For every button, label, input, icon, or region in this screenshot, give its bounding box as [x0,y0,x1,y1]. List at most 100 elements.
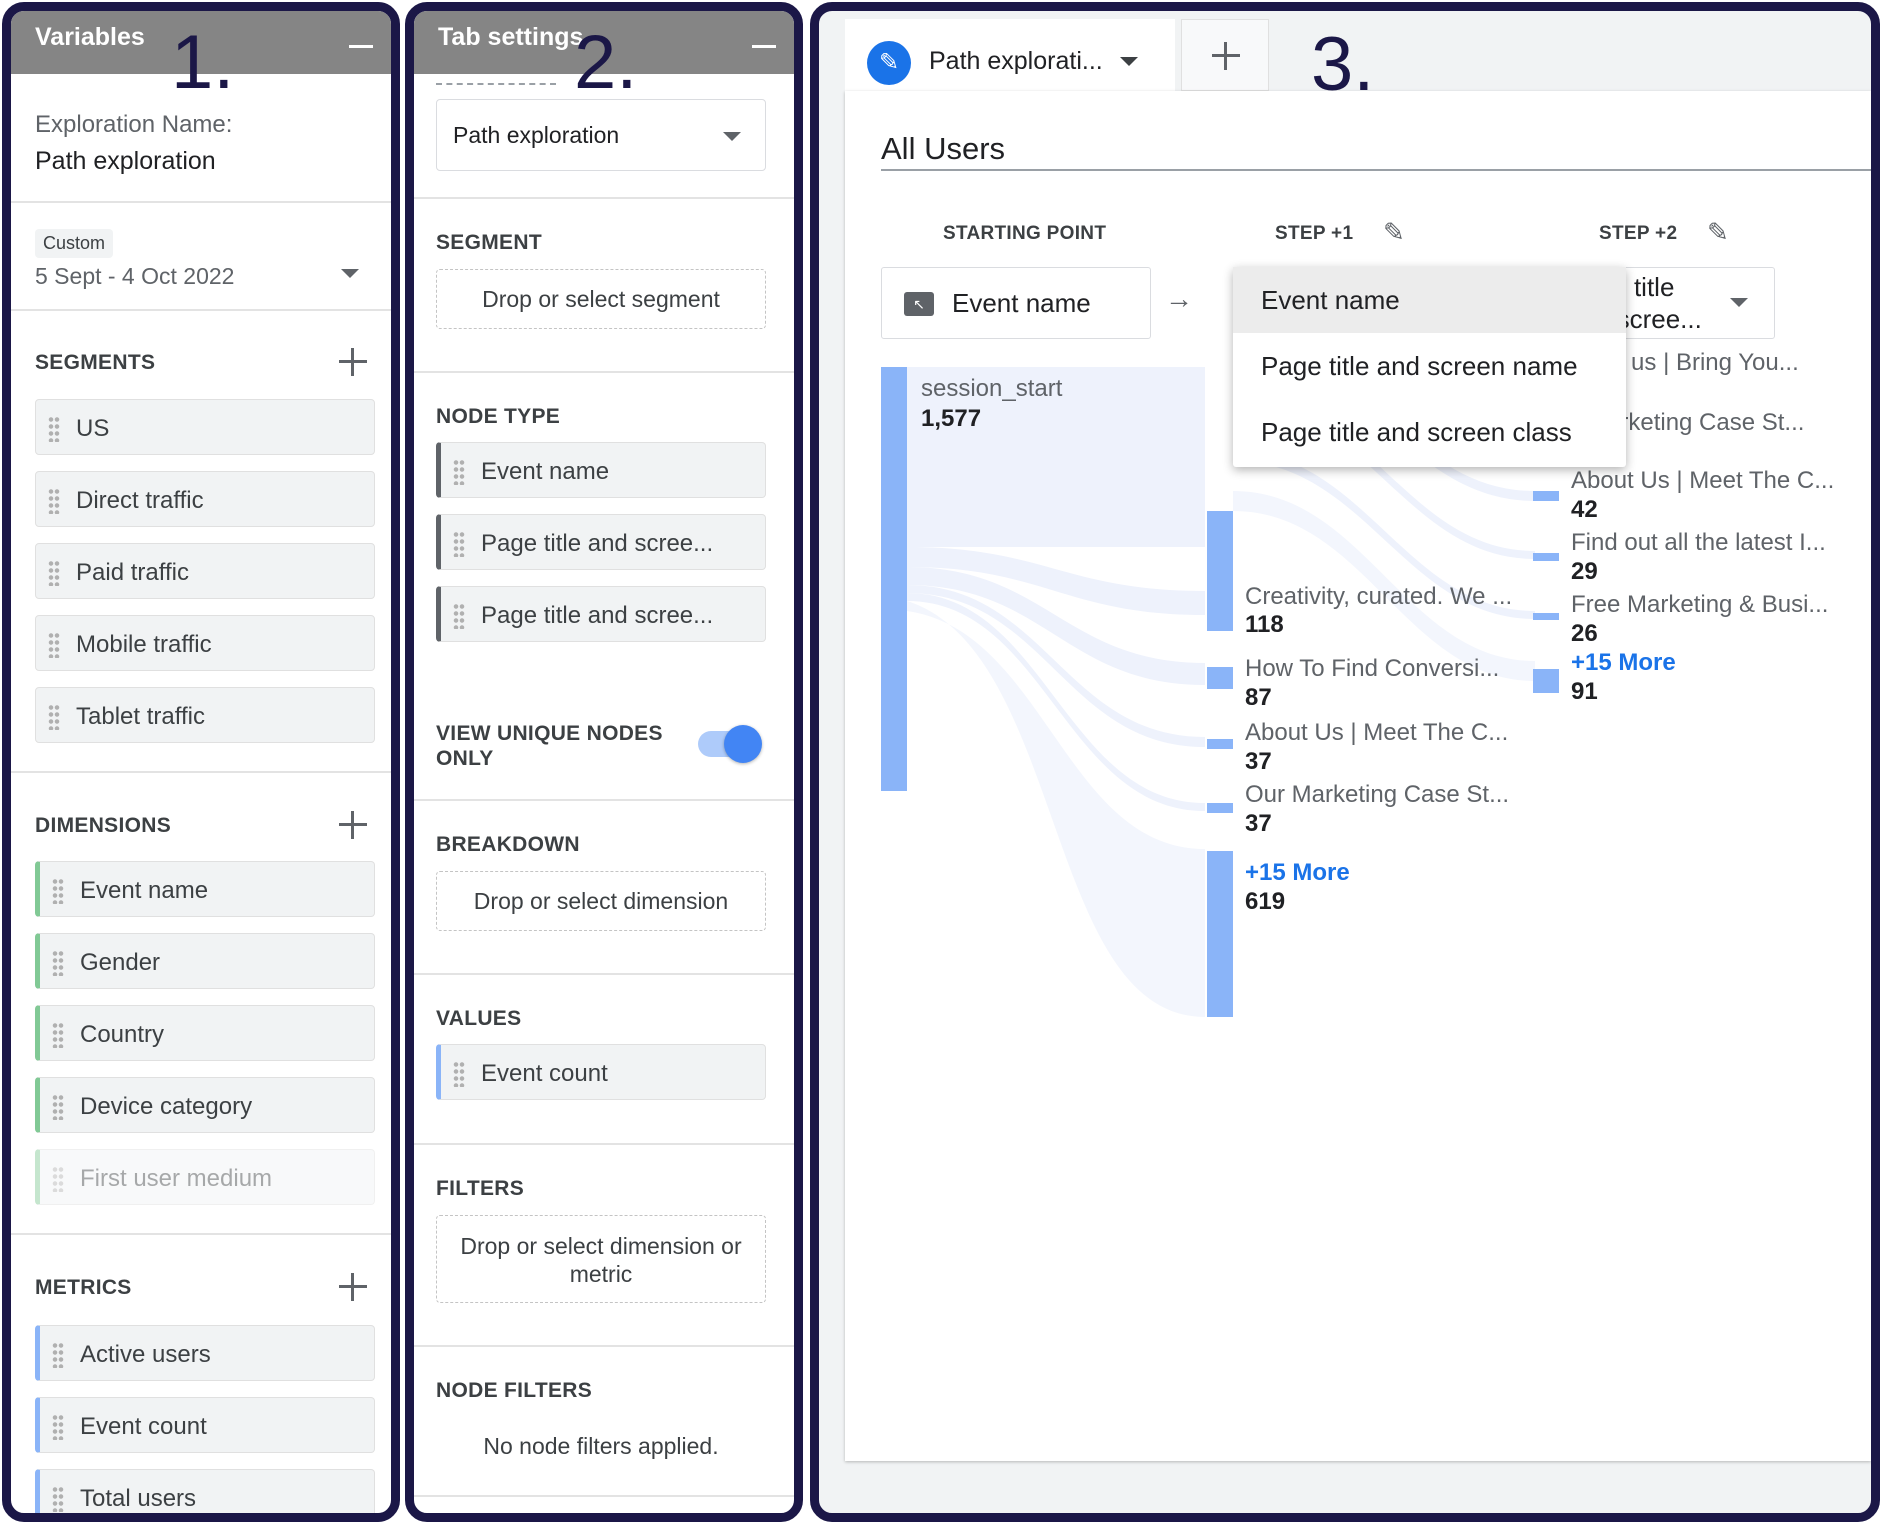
segment-chip[interactable]: Mobile traffic [35,615,375,671]
breakdown-drop-zone[interactable]: Drop or select dimension [436,871,766,931]
drag-handle-icon[interactable] [52,950,64,976]
drag-handle-icon[interactable] [52,878,64,904]
drag-handle-icon[interactable] [48,704,60,730]
step1-node-label[interactable]: About Us | Meet The C... [1245,719,1509,746]
divider [414,1143,794,1145]
drag-handle-icon[interactable] [52,1486,64,1512]
step1-node-label[interactable]: Our Marketing Case St... [1245,781,1510,808]
collapse-variables-button[interactable] [349,45,373,48]
menu-item-page-title-screen-name[interactable]: Page title and screen name [1261,351,1578,381]
segment-chip[interactable]: Direct traffic [35,471,375,527]
segment-drop-zone[interactable]: Drop or select segment [436,269,766,329]
marker-2: 2. [574,20,638,105]
segment-chip[interactable]: US [35,399,375,455]
step1-more-count: 619 [1245,888,1286,915]
divider [11,201,391,203]
node-bar-step1[interactable] [1207,667,1233,689]
segment-label: SEGMENT [436,231,542,254]
divider [414,973,794,975]
chevron-down-icon[interactable] [1120,57,1138,66]
step2-node-count: 26 [1571,620,1598,647]
node-bar-step2[interactable] [1533,553,1559,561]
step2-more-link[interactable]: +15 More [1571,649,1676,676]
marker-1: 1. [171,20,235,105]
drag-handle-icon[interactable] [48,632,60,658]
dimension-chip[interactable]: Device category [35,1077,375,1133]
drag-handle-icon[interactable] [52,1022,64,1048]
drag-handle-icon[interactable] [48,488,60,514]
metric-chip[interactable]: Active users [35,1325,375,1381]
menu-item-page-title-screen-class[interactable]: Page title and screen class [1261,417,1572,447]
metrics-label: METRICS [35,1276,132,1299]
drag-handle-icon[interactable] [52,1342,64,1368]
node-type-chip[interactable]: Page title and scree... [436,514,766,570]
step2-node-label[interactable]: Find out all the latest I... [1571,529,1826,556]
node-bar-step1[interactable] [1207,739,1233,749]
node-bar-step2[interactable] [1533,491,1559,501]
node-bar-session-start[interactable] [881,367,907,791]
node-bar-step2[interactable] [1533,613,1559,620]
drag-handle-icon[interactable] [48,560,60,586]
technique-selector[interactable]: Path exploration [436,99,766,171]
node-type-chip[interactable]: Event name [436,442,766,498]
chevron-down-icon[interactable] [341,269,359,278]
start-node-label[interactable]: session_start [921,375,1063,402]
step1-node-label[interactable]: Creativity, curated. We ... [1245,583,1513,610]
drag-handle-icon[interactable] [453,1061,465,1087]
node-bar-step1-more[interactable] [1207,851,1233,1017]
segment-chip[interactable]: Paid traffic [35,543,375,599]
variables-header: Variables [11,11,391,74]
chevron-down-icon[interactable] [723,132,741,141]
dimension-chip[interactable]: Event name [35,861,375,917]
date-range-selector[interactable]: 5 Sept - 4 Oct 2022 [35,263,235,289]
toggle-knob [724,725,762,763]
tab-settings-panel: Tab settings 2. Path exploration SEGMENT… [405,2,803,1522]
starting-point-selector[interactable]: ↖ Event name [881,267,1151,339]
node-bar-step1[interactable] [1207,595,1233,625]
chevron-down-icon[interactable] [1730,298,1748,307]
metric-chip[interactable]: Total users [35,1469,375,1513]
node-bar-step2-more[interactable] [1533,669,1559,693]
drag-handle-icon[interactable] [48,416,60,442]
flow-band [1233,491,1535,681]
col-step-1: STEP +1 [1275,223,1354,244]
tab-path-exploration[interactable]: ✎ Path explorati... [845,19,1175,97]
step1-node-count: 118 [1245,611,1284,638]
segment-chip[interactable]: Tablet traffic [35,687,375,743]
unique-nodes-label: VIEW UNIQUE NODES [436,722,663,745]
edit-step-1-icon[interactable]: ✎ [1383,217,1405,247]
exploration-name-field[interactable]: Path exploration [35,147,216,175]
variables-title: Variables [35,23,145,51]
tab-settings-header: Tab settings [414,11,794,74]
drag-handle-icon[interactable] [52,1166,64,1192]
step2-more-count: 91 [1571,678,1598,705]
node-bar-step1[interactable] [1207,803,1233,813]
drag-handle-icon[interactable] [453,603,465,629]
edit-step-2-icon[interactable]: ✎ [1707,217,1729,247]
step1-more-link[interactable]: +15 More [1245,859,1350,886]
step2-node-label[interactable]: Free Marketing & Busi... [1571,591,1829,618]
step1-node-label[interactable]: How To Find Conversi... [1245,655,1500,682]
drag-handle-icon[interactable] [453,531,465,557]
add-dimension-button[interactable] [339,811,367,839]
value-chip[interactable]: Event count [436,1044,766,1100]
drag-handle-icon[interactable] [52,1094,64,1120]
step2-node-label[interactable]: About Us | Meet The C... [1571,467,1835,494]
collapse-tab-settings-button[interactable] [752,45,776,48]
unique-nodes-toggle[interactable] [698,725,762,763]
add-tab-button[interactable] [1181,19,1269,91]
dimension-chip[interactable]: Country [35,1005,375,1061]
dimension-chip[interactable]: First user medium [35,1149,375,1205]
drag-handle-icon[interactable] [453,459,465,485]
marker-3: 3. [1311,22,1375,107]
metric-chip[interactable]: Event count [35,1397,375,1453]
node-type-chip[interactable]: Page title and scree... [436,586,766,642]
drag-handle-icon[interactable] [52,1414,64,1440]
dimension-chip[interactable]: Gender [35,933,375,989]
menu-item-event-name[interactable]: Event name [1233,267,1626,333]
filters-drop-zone[interactable]: Drop or select dimension or metric [436,1215,766,1303]
add-metric-button[interactable] [339,1273,367,1301]
flow-band [907,367,1205,547]
divider [11,309,391,311]
add-segment-button[interactable] [339,348,367,376]
